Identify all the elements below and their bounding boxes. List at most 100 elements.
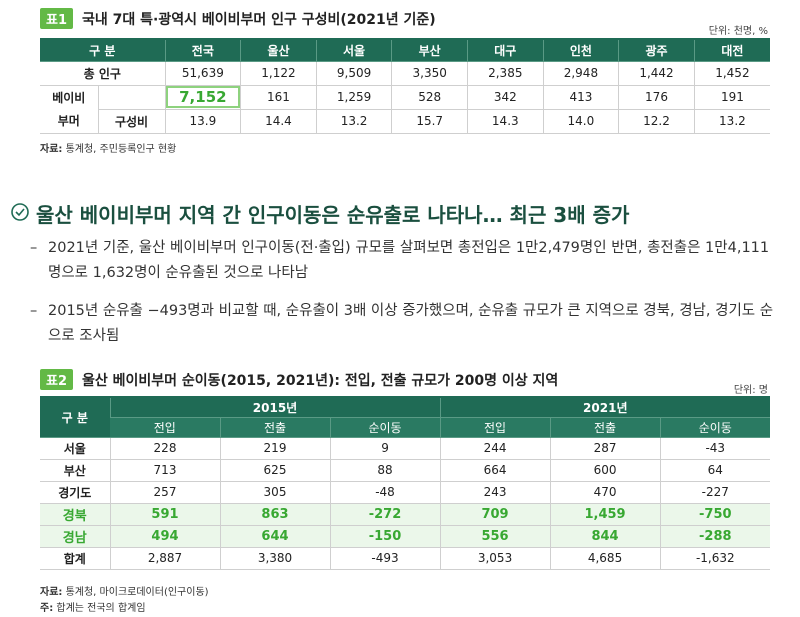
cell: 219 (219, 437, 330, 460)
cell: 228 (109, 437, 220, 460)
cell: -288 (659, 525, 771, 548)
cell: 64 (659, 459, 771, 482)
cell: 844 (549, 525, 661, 548)
row-label: 총 인구 (40, 61, 166, 86)
sub-label (97, 85, 166, 110)
table1-label: 표1 (40, 8, 74, 29)
header-cell: 구 분 (40, 39, 166, 62)
cell: 15.7 (391, 109, 468, 134)
cell: -48 (329, 481, 441, 504)
data-row: 총 인구 51,639 1,122 9,509 3,350 2,385 2,948 1,442… (40, 61, 770, 86)
cell: 13.9 (164, 109, 241, 134)
row-label: 합계 (40, 547, 110, 570)
table2-label: 표2 (40, 369, 74, 390)
cell: 161 (240, 85, 317, 110)
check-icon (11, 203, 29, 221)
header-cell: 전국 (164, 39, 241, 62)
year-cell: 2015년 (109, 397, 441, 418)
table2: 구 분 2015년 2021년 전입 전출 순이동 전입 전출 순이동 서울 228 219 9 244 2… (40, 396, 771, 570)
cell: -493 (329, 547, 441, 570)
cell: 528 (391, 85, 468, 110)
row-label: 경남 (40, 525, 110, 548)
table2-title: 울산 베이비부머 순이동(2015, 2021년): 전입, 전출 규모가 20… (82, 373, 559, 389)
cell: 713 (109, 459, 220, 482)
cell: 244 (439, 437, 551, 460)
cell: 2,887 (109, 547, 220, 570)
cell: 13.2 (315, 109, 392, 134)
header-cell: 인천 (542, 39, 619, 62)
cell: 88 (329, 459, 441, 482)
subheader-cell: 전출 (549, 417, 661, 438)
cell: 13.2 (693, 109, 770, 134)
cell: 4,685 (549, 547, 661, 570)
source-text: 통계청, 주민등록인구 현황 (62, 144, 177, 155)
data-row: 베이비 7,152 161 1,259 528 342 413 176 191 (40, 85, 770, 110)
data-row: 합계 2,887 3,380 -493 3,053 4,685 -1,632 (40, 547, 771, 570)
paragraphs: –2021년 기준, 울산 베이비부머 인구이동(전·출입) 규모를 살펴보면 … (30, 236, 775, 349)
cell: 9 (329, 437, 441, 460)
header-cell: 광주 (618, 39, 695, 62)
cell: 342 (466, 85, 544, 110)
paragraph: –2015년 순유출 −493명과 비교할 때, 순유출이 3배 이상 증가했으… (30, 299, 775, 349)
cell: 863 (219, 503, 330, 526)
cell: 600 (549, 459, 661, 482)
cell: 176 (618, 85, 695, 110)
header-cell: 부산 (391, 39, 468, 62)
year-cell: 2021년 (439, 397, 771, 418)
cell: 625 (219, 459, 330, 482)
data-row: 경기도 257 305 -48 243 470 -227 (40, 481, 771, 504)
source-text: 통계청, 마이크로데이터(인구이동) (62, 587, 209, 598)
source-label: 자료: (40, 587, 63, 598)
cell: 644 (219, 525, 330, 548)
cell: 14.3 (466, 109, 544, 134)
data-row: 경남 494 644 -150 556 844 -288 (40, 525, 771, 548)
table2-source: 자료: 통계청, 마이크로데이터(인구이동) (40, 583, 209, 598)
row-label: 경기도 (40, 481, 110, 504)
row-label: 경북 (40, 503, 110, 526)
cell: -43 (659, 437, 771, 460)
header-cell: 대구 (466, 39, 544, 62)
note-label: 주: (40, 603, 54, 614)
corner-cell: 구 분 (40, 397, 110, 438)
data-row: 부산 713 625 88 664 600 64 (40, 459, 771, 482)
paragraph-text: 2015년 순유출 −493명과 비교할 때, 순유출이 3배 이상 증가했으며… (48, 303, 774, 344)
group-label: 베이비 (52, 90, 86, 105)
cell: 1,442 (618, 61, 695, 86)
cell: 12.2 (618, 109, 695, 134)
table1-title: 국내 7대 특·광역시 베이비부머 인구 구성비(2021년 기준) (82, 12, 436, 28)
table2-unit: 단위: 명 (733, 385, 768, 396)
header-cell: 대전 (693, 39, 770, 62)
cell: 7,152 (164, 85, 241, 110)
cell: 14.0 (542, 109, 619, 134)
cell: 9,509 (315, 61, 392, 86)
table1: 구 분 전국 울산 서울 부산 대구 인천 광주 대전 총 인구 51,639 1,122 9,509 3… (40, 38, 770, 134)
paragraph-text: 2021년 기준, 울산 베이비부머 인구이동(전·출입) 규모를 살펴보면 총… (48, 240, 770, 281)
cell: 556 (439, 525, 551, 548)
source-label: 자료: (40, 144, 63, 155)
cell: 664 (439, 459, 551, 482)
row-label: 부산 (40, 459, 110, 482)
subheader-row: 전입 전출 순이동 전입 전출 순이동 (40, 417, 771, 438)
row-label: 서울 (40, 437, 110, 460)
group-label: 부머 (40, 109, 99, 134)
bullet: – (30, 303, 38, 319)
cell: 591 (109, 503, 220, 526)
cell: -1,632 (659, 547, 771, 570)
note-text: 합계는 전국의 합계임 (53, 603, 146, 614)
header-cell: 서울 (315, 39, 392, 62)
table1-source: 자료: 통계청, 주민등록인구 현황 (40, 140, 176, 155)
cell: 470 (549, 481, 661, 504)
bullet: – (30, 240, 38, 256)
cell: 51,639 (164, 61, 241, 86)
data-row: 서울 228 219 9 244 287 -43 (40, 437, 771, 460)
cell: 2,948 (542, 61, 619, 86)
paragraph: –2021년 기준, 울산 베이비부머 인구이동(전·출입) 규모를 살펴보면 … (30, 236, 775, 286)
cell: 243 (439, 481, 551, 504)
cell: -150 (329, 525, 441, 548)
cell: 494 (109, 525, 220, 548)
sub-label: 구성비 (97, 109, 166, 134)
header-row: 구 분 2015년 2021년 (40, 397, 771, 438)
cell: 1,122 (240, 61, 317, 86)
